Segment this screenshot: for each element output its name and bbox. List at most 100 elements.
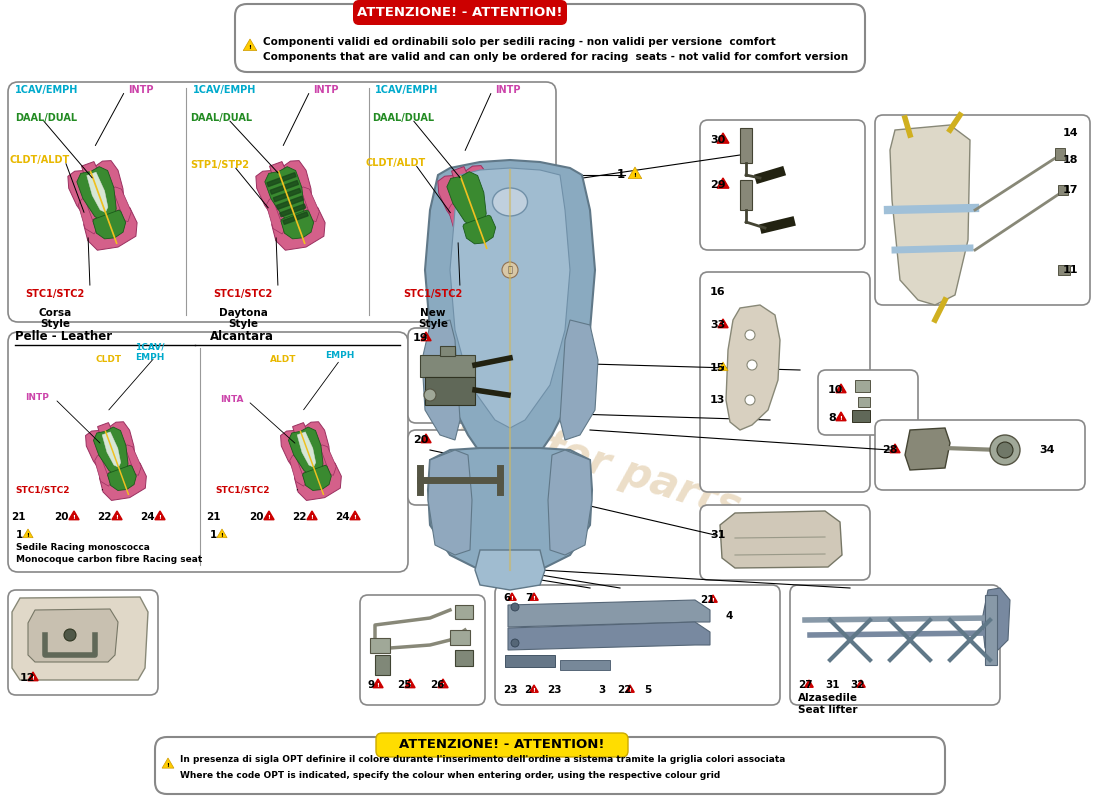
FancyBboxPatch shape <box>790 585 1000 705</box>
Polygon shape <box>302 466 331 490</box>
Text: !: ! <box>532 688 536 693</box>
Polygon shape <box>288 427 323 478</box>
Text: INTP: INTP <box>128 85 154 95</box>
Bar <box>740 180 752 210</box>
Polygon shape <box>102 432 121 467</box>
Text: 21: 21 <box>11 512 25 522</box>
Text: DAAL/DUAL: DAAL/DUAL <box>372 113 434 123</box>
Text: STC1/STC2: STC1/STC2 <box>15 486 69 494</box>
Text: !: ! <box>425 438 428 443</box>
Polygon shape <box>508 600 710 627</box>
Text: Style: Style <box>228 319 258 329</box>
Circle shape <box>502 262 518 278</box>
Text: 26: 26 <box>430 680 444 690</box>
Text: Corsa: Corsa <box>39 308 72 318</box>
Text: !: ! <box>158 515 162 520</box>
FancyBboxPatch shape <box>8 332 408 572</box>
Text: !: ! <box>376 682 380 688</box>
Text: 31: 31 <box>710 530 725 540</box>
Polygon shape <box>94 210 125 239</box>
Text: !: ! <box>26 533 30 538</box>
Bar <box>450 630 470 645</box>
Text: Alzasedile: Alzasedile <box>798 693 858 703</box>
Polygon shape <box>95 454 111 486</box>
Polygon shape <box>300 187 319 222</box>
Text: ATTENZIONE! - ATTENTION!: ATTENZIONE! - ATTENTION! <box>358 6 563 19</box>
Text: STC1/STC2: STC1/STC2 <box>214 486 270 494</box>
Text: 22: 22 <box>617 685 631 695</box>
Text: !: ! <box>32 676 34 681</box>
Text: 12: 12 <box>20 673 35 683</box>
FancyBboxPatch shape <box>818 370 918 435</box>
Circle shape <box>512 639 519 647</box>
Text: !: ! <box>807 682 811 688</box>
Circle shape <box>64 629 76 641</box>
Polygon shape <box>626 685 635 692</box>
Text: 14: 14 <box>1063 128 1078 138</box>
Bar <box>370 638 390 653</box>
Polygon shape <box>28 609 118 662</box>
Polygon shape <box>270 162 286 176</box>
Text: CLDT/ALDT: CLDT/ALDT <box>10 155 70 165</box>
Text: 1CAV/EMPH: 1CAV/EMPH <box>15 85 78 95</box>
Polygon shape <box>28 672 38 681</box>
FancyBboxPatch shape <box>353 0 566 25</box>
Text: 31: 31 <box>825 680 839 690</box>
Text: 4: 4 <box>725 611 733 621</box>
Text: 7: 7 <box>525 593 532 603</box>
Polygon shape <box>428 448 592 575</box>
Text: 1: 1 <box>210 530 218 540</box>
Text: 1: 1 <box>16 530 23 540</box>
FancyBboxPatch shape <box>155 737 945 794</box>
Text: INTP: INTP <box>25 394 48 402</box>
Polygon shape <box>482 192 502 226</box>
Text: 24: 24 <box>140 512 154 522</box>
Text: New: New <box>420 308 446 318</box>
Polygon shape <box>272 207 326 250</box>
Text: !: ! <box>893 448 896 453</box>
Text: 3: 3 <box>598 685 605 695</box>
Text: In presenza di sigla OPT definire il colore durante l'inserimento dell'ordine a : In presenza di sigla OPT definire il col… <box>180 755 785 765</box>
Text: 1: 1 <box>617 169 625 182</box>
Text: 9: 9 <box>367 680 374 690</box>
Text: 24: 24 <box>334 512 350 522</box>
Polygon shape <box>155 511 165 520</box>
FancyBboxPatch shape <box>360 595 485 705</box>
Text: 6: 6 <box>503 593 510 603</box>
Text: 19: 19 <box>412 333 429 343</box>
Text: !: ! <box>425 336 428 341</box>
Bar <box>440 346 455 356</box>
FancyBboxPatch shape <box>874 115 1090 305</box>
Text: !: ! <box>839 416 843 421</box>
Polygon shape <box>718 319 728 328</box>
Polygon shape <box>112 511 122 520</box>
Bar <box>852 410 870 422</box>
Polygon shape <box>162 758 174 768</box>
Bar <box>560 660 610 670</box>
Text: Style: Style <box>40 319 70 329</box>
Text: DAAL/DUAL: DAAL/DUAL <box>190 113 252 123</box>
Text: 20: 20 <box>249 512 263 522</box>
Polygon shape <box>297 432 316 467</box>
Polygon shape <box>421 434 431 442</box>
Text: 1CAV/EMPH: 1CAV/EMPH <box>375 85 439 95</box>
Polygon shape <box>438 166 495 241</box>
Text: !: ! <box>353 515 356 520</box>
FancyBboxPatch shape <box>700 120 865 250</box>
Polygon shape <box>373 679 383 688</box>
Polygon shape <box>256 161 314 235</box>
Polygon shape <box>628 167 641 178</box>
Polygon shape <box>717 178 729 188</box>
Text: 23: 23 <box>503 685 517 695</box>
Circle shape <box>512 603 519 611</box>
Polygon shape <box>84 207 138 250</box>
Polygon shape <box>890 444 900 453</box>
Polygon shape <box>530 685 538 692</box>
Polygon shape <box>428 450 472 555</box>
Text: !: ! <box>441 682 444 688</box>
Text: !: ! <box>628 688 631 693</box>
Polygon shape <box>69 511 79 520</box>
Polygon shape <box>217 529 227 538</box>
Text: ⑊: ⑊ <box>507 266 513 274</box>
Polygon shape <box>94 427 128 478</box>
